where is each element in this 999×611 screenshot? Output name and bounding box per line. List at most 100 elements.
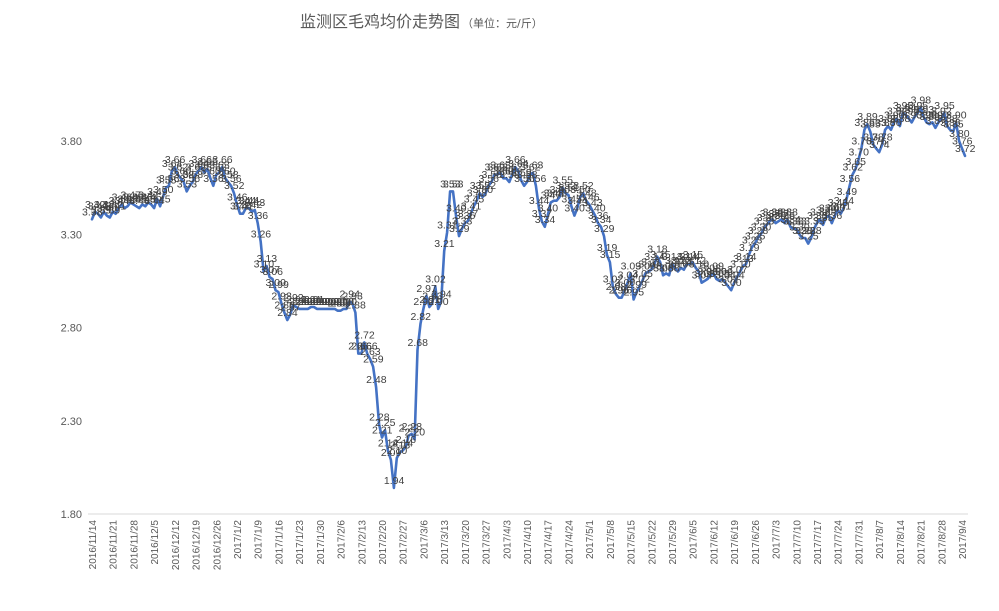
data-label: 3.52 [573,180,594,192]
data-label: 3.28 [748,225,769,237]
data-label: 3.14 [644,251,665,263]
data-label: 3.04 [715,270,736,282]
data-label: 3.35 [757,212,778,224]
data-label: 2.92 [283,292,304,304]
data-label: 3.58 [183,169,204,181]
data-label: 3.62 [168,162,189,174]
x-tick-label: 2017/1/9 [254,520,265,559]
data-label: 3.56 [526,173,547,185]
data-label: 3.72 [955,143,976,155]
data-label: 3.00 [721,277,742,289]
y-tick-label: 1.80 [61,509,82,521]
data-label: 3.60 [215,165,236,177]
data-label: 3.41 [461,201,482,213]
data-label: 2.89 [328,298,349,310]
data-label: 3.85 [943,119,964,131]
data-label: 3.90 [902,109,923,121]
data-label: 3.63 [490,160,511,172]
data-label: 3.31 [437,219,458,231]
data-label: 3.11 [674,257,694,269]
data-label: 3.36 [588,210,609,222]
x-tick-label: 2017/4/3 [502,520,513,559]
data-label: 3.76 [952,136,973,148]
data-label: 2.91 [286,294,307,306]
data-label: 3.74 [869,139,890,151]
data-label: 3.44 [567,195,588,207]
data-label: 3.56 [840,173,861,185]
x-axis-ticks: 2016/11/14 2016/11/21 2016/11/28 2016/12/5 2… [88,520,969,570]
data-label: 3.55 [553,175,574,187]
data-label: 3.44 [129,195,150,207]
data-label: 3.09 [656,260,677,272]
data-label: 2.90 [334,296,355,308]
data-label: 2.72 [354,329,375,341]
x-tick-label: 2016/12/12 [171,520,182,570]
data-label: 2.87 [280,301,301,313]
data-label: 3.25 [745,231,766,243]
x-tick-label: 2017/4/10 [523,520,534,565]
data-label: 3.21 [434,238,455,250]
data-label: 3.14 [662,251,683,263]
data-label: 3.10 [254,259,275,271]
x-tick-label: 2016/12/5 [150,520,161,565]
data-label: 3.58 [517,169,538,181]
data-label: 3.39 [91,205,112,217]
data-label: 3.62 [186,162,207,174]
data-label: 3.42 [85,199,106,211]
data-label: 3.09 [621,260,642,272]
data-label: 3.10 [668,259,689,271]
data-label: 1.94 [384,475,405,487]
data-label: 3.66 [505,154,526,166]
data-label: 3.65 [197,156,218,168]
data-label: 3.40 [97,203,118,215]
data-label: 3.07 [727,264,748,276]
data-label: 3.15 [683,249,704,261]
data-label: 2.99 [627,279,648,291]
data-label: 3.78 [872,132,893,144]
data-label: 3.02 [603,274,624,286]
data-label: 3.08 [701,262,722,274]
data-label: 2.93 [342,290,363,302]
data-label: 3.50 [570,184,591,196]
x-tick-label: 2017/6/5 [689,520,700,559]
series-line [90,106,967,490]
data-label: 3.04 [618,270,639,282]
data-label: 3.11 [641,257,661,269]
data-label: 3.41 [88,201,109,213]
data-label: 3.38 [772,206,793,218]
data-label: 3.02 [630,274,651,286]
data-label: 3.95 [893,100,914,112]
data-label: 2.90 [413,296,434,308]
data-label: 2.99 [268,279,289,291]
x-tick-label: 2017/3/27 [482,520,493,565]
data-label: 3.44 [834,195,855,207]
data-label: 3.90 [928,109,949,121]
data-label: 3.36 [455,210,476,222]
x-tick-label: 2017/2/27 [399,520,410,565]
data-label: 3.37 [458,208,479,220]
data-label: 3.08 [659,262,680,274]
data-label: 3.37 [532,208,553,220]
x-tick-label: 2017/7/31 [854,520,865,565]
data-label: 3.62 [485,162,506,174]
x-tick-label: 2017/9/4 [958,520,969,559]
data-label: 2.93 [271,290,292,302]
data-label: 3.35 [813,212,834,224]
data-label: 3.56 [514,173,535,185]
data-label: 3.13 [733,253,754,265]
data-label: 2.90 [298,296,319,308]
data-label: 2.13 [390,440,411,452]
data-label: 3.59 [511,167,532,179]
x-tick-label: 2017/8/7 [875,520,886,559]
data-label: 3.40 [825,203,846,215]
data-label: 3.92 [887,106,908,118]
data-label: 3.64 [508,158,529,170]
data-label: 2.93 [422,290,443,302]
y-axis-ticks: 1.80 2.30 2.80 3.30 3.80 [61,136,82,521]
data-label: 3.28 [795,225,816,237]
x-tick-label: 2017/1/16 [274,520,285,565]
x-tick-label: 2017/1/2 [233,520,244,559]
x-tick-label: 2016/12/19 [192,520,203,570]
data-label: 3.66 [165,154,186,166]
